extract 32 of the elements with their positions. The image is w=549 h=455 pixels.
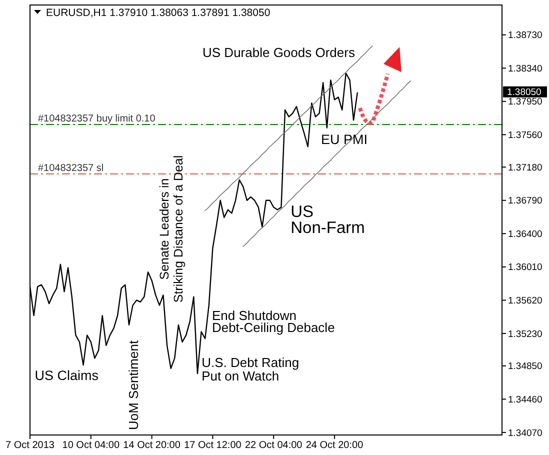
- annotation: US Non-Farm: [290, 202, 365, 237]
- y-tick-label: 1.37950: [508, 96, 542, 108]
- line-series: [242, 80, 412, 247]
- chart-title: EURUSD,H1 1.37910 1.38063 1.37891 1.38050: [46, 7, 270, 19]
- x-tick-label: 24 Oct 20:00: [306, 440, 364, 451]
- annotation: End Shutdown Debt-Ceiling Debacle: [212, 308, 335, 336]
- y-tick-label: 1.37560: [508, 130, 542, 142]
- y-tick-label: 1.34070: [508, 428, 542, 439]
- x-tick-label: 10 Oct 04:00: [62, 440, 120, 451]
- text: 1.38050: [507, 87, 542, 98]
- y-tick-label: 1.38730: [508, 30, 542, 42]
- y-tick-label: 1.34460: [508, 394, 542, 406]
- annotation: US Durable Goods Orders: [202, 44, 356, 60]
- y-tick-label: 1.34850: [508, 361, 542, 372]
- y-tick-label: 1.37180: [508, 162, 542, 174]
- y-tick-label: 1.36400: [508, 228, 542, 240]
- annotation: U.S. Debt Rating Put on Watch: [202, 355, 300, 384]
- y-tick-label: 1.38340: [508, 63, 542, 74]
- annotation: UoM Sentiment: [126, 340, 142, 430]
- y-tick-label: 1.36790: [508, 196, 542, 207]
- y-tick-label: 1.35620: [508, 296, 542, 307]
- x-tick-label: 14 Oct 20:00: [123, 440, 181, 451]
- annotation: US Claims: [34, 368, 99, 384]
- ref-line-label: #104832357 buy limit 0.10: [38, 113, 156, 124]
- x-tick-label: 17 Oct 12:00: [184, 440, 242, 451]
- ref-line-label: #104832357 sl: [38, 162, 104, 174]
- y-tick-label: 1.35230: [508, 328, 542, 340]
- x-tick-label: 22 Oct 04:00: [244, 440, 303, 451]
- y-tick-label: 1.36010: [508, 262, 542, 274]
- annotation: EU PMI: [320, 132, 368, 148]
- x-tick-label: 7 Oct 2013: [6, 440, 55, 451]
- annotation: Senate Leaders in Striking Distance of a Deal: [157, 155, 186, 303]
